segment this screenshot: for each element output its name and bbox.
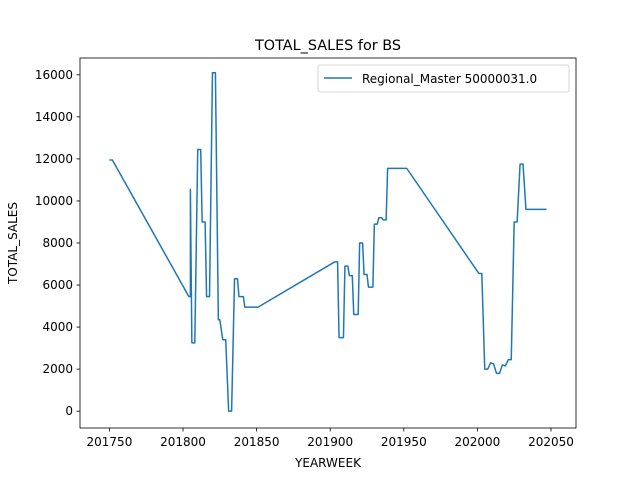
y-tick-label: 12000 <box>35 152 73 166</box>
y-tick-label: 4000 <box>42 320 73 334</box>
x-tick-label: 202050 <box>528 435 574 449</box>
series-layer <box>109 71 547 412</box>
x-tick-label: 201950 <box>381 435 427 449</box>
y-tick-label: 14000 <box>35 110 73 124</box>
plot-frame <box>79 57 577 429</box>
x-tick-label: 201850 <box>234 435 280 449</box>
x-tick-label: 201900 <box>307 435 353 449</box>
x-axis-label: YEARWEEK <box>294 456 362 470</box>
legend: Regional_Master 50000031.0 <box>317 64 570 93</box>
x-tick-label: 202000 <box>454 435 500 449</box>
y-tick-label: 2000 <box>42 362 73 376</box>
y-tick-label: 0 <box>65 404 73 418</box>
x-tick-label: 201750 <box>87 435 133 449</box>
y-tick-label: 6000 <box>42 278 73 292</box>
y-axis-ticks: 0 2000 4000 6000 8000 10000 12000 14000 16000 <box>35 68 80 418</box>
y-tick-label: 8000 <box>42 236 73 250</box>
x-axis-ticks: 201750 201800 201850 201900 201950 202000 2020… <box>87 428 574 449</box>
plot-area <box>80 58 576 428</box>
y-tick-label: 10000 <box>35 194 73 208</box>
y-tick-label: 16000 <box>35 68 73 82</box>
x-tick-label: 201800 <box>160 435 206 449</box>
chart-title: TOTAL_SALES for BS <box>254 38 401 54</box>
series-line-0 <box>109 71 547 412</box>
legend-entry-label: Regional_Master 50000031.0 <box>362 72 537 86</box>
legend-box <box>317 64 570 93</box>
y-axis-label: TOTAL_SALES <box>6 202 20 285</box>
